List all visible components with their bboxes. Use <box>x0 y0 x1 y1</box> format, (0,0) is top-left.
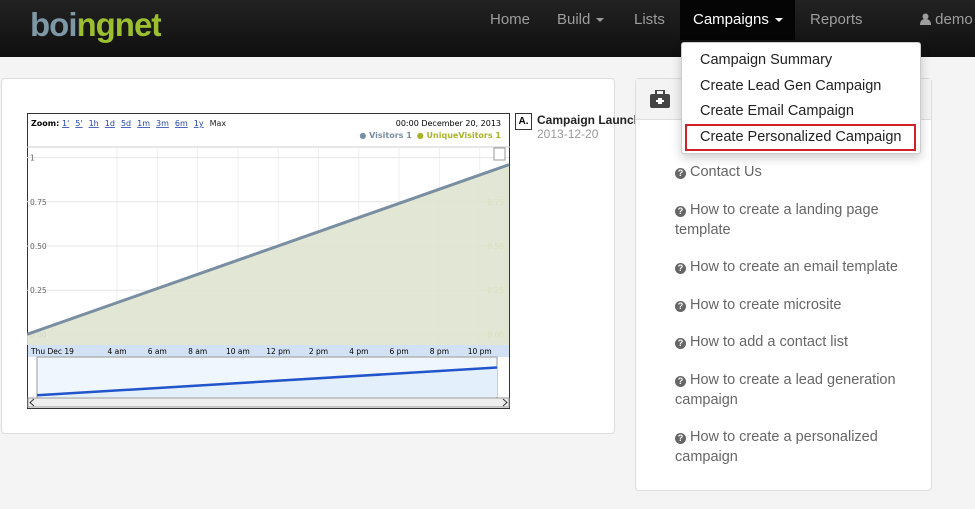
dropdown-item[interactable]: Campaign Summary <box>700 52 833 68</box>
help-text: How to add a contact list <box>690 334 848 350</box>
legend-entry[interactable]: UniqueVisitors 1 <box>427 131 502 140</box>
x-tick-label: 4 am <box>107 347 126 356</box>
y-tick-label: 0.50 <box>30 242 47 251</box>
x-tick-label: 6 pm <box>389 347 408 356</box>
help-text: How to create a landing page template <box>675 202 879 238</box>
nav-reports[interactable]: Reports <box>810 11 863 28</box>
nav-label: demo <box>935 11 973 28</box>
chart: Zoom: 1' 5' 1h 1d 5d 1m 3m 6m 1y Max 00:00 December… <box>27 113 510 409</box>
navigator-line <box>36 366 498 397</box>
flag-icon: A. <box>515 113 532 130</box>
x-tick-label: 10 pm <box>468 347 492 356</box>
help-icon: ? <box>675 338 686 349</box>
scroll-right[interactable] <box>502 398 508 407</box>
nav-label: Build <box>557 11 591 28</box>
highlight-box <box>685 124 916 151</box>
logo[interactable]: boingnet <box>30 6 162 43</box>
scroll-left[interactable] <box>29 398 35 407</box>
help-text: How to create microsite <box>690 297 842 313</box>
help-icon: ? <box>675 376 686 387</box>
zoom-option[interactable]: 1m <box>137 119 150 128</box>
nav-build[interactable]: Build <box>557 11 605 28</box>
legend-entry[interactable]: Visitors 1 <box>369 131 412 140</box>
nav-lists[interactable]: Lists <box>634 11 665 28</box>
x-axis-band <box>28 345 509 357</box>
help-link[interactable]: ? How to create a lead generation campaig… <box>675 370 915 410</box>
zoom-option[interactable]: 1' <box>62 119 69 128</box>
help-text: How to create a personalized campaign <box>675 429 878 465</box>
caret <box>596 18 605 23</box>
x-tick-label: 8 pm <box>430 347 449 356</box>
help-link[interactable]: ? How to create microsite <box>675 295 915 315</box>
nav-home[interactable]: Home <box>490 11 530 28</box>
dropdown-item[interactable]: Create Personalized Campaign <box>700 129 902 145</box>
zoom-option[interactable]: 5d <box>121 119 131 128</box>
nav-label: Lists <box>634 11 665 28</box>
help-link[interactable]: ? How to add a contact list <box>675 332 915 352</box>
reset-button[interactable] <box>493 147 506 161</box>
nav-label: Campaigns <box>693 11 769 28</box>
zoom-option[interactable]: 1y <box>194 119 204 128</box>
help-link[interactable]: ? How to create a personalized campaign <box>675 427 915 467</box>
help-text: How to create a lead generation campaign <box>675 372 896 408</box>
zoom-option: Max <box>210 119 227 128</box>
y-tick-label: 1 <box>30 154 35 163</box>
legend-marker: ● <box>359 131 369 140</box>
zoom-option[interactable]: 3m <box>156 119 169 128</box>
side-date: 2013-12-20 <box>537 127 599 141</box>
x-tick-label: 8 am <box>188 347 207 356</box>
help-link[interactable]: ? How to create an email template <box>675 257 915 277</box>
help-link[interactable]: ? Contact Us <box>675 162 915 182</box>
scrollbar[interactable] <box>27 397 510 408</box>
chart-date: 00:00 December 20, 2013 <box>396 119 501 128</box>
x-tick-label: Thu Dec 19 <box>30 347 74 356</box>
nav-label: Home <box>490 11 531 28</box>
y-tick-label: 0.75 <box>30 198 47 207</box>
briefcase-icon <box>650 90 670 108</box>
y-tick-label: 0.25 <box>30 286 47 295</box>
x-tick-label: 6 am <box>148 347 167 356</box>
x-tick-label: 12 pm <box>266 347 290 356</box>
x-tick-label: 4 pm <box>349 347 368 356</box>
help-icon: ? <box>675 301 686 312</box>
caret <box>774 18 783 23</box>
user-icon <box>920 13 931 25</box>
help-text: Contact Us <box>690 164 762 180</box>
zoom-option[interactable]: 1h <box>89 119 99 128</box>
nav-campaigns[interactable]: Campaigns <box>693 11 783 28</box>
dropdown-item[interactable]: Create Lead Gen Campaign <box>700 78 882 94</box>
legend: ● Visitors 1 ● UniqueVisitors 1 <box>359 131 501 140</box>
navbar: boingnet Home Build Lists Campaigns Repo… <box>0 0 975 57</box>
help-icon: ? <box>675 263 686 274</box>
help-icon: ? <box>675 433 686 444</box>
nav-label: Reports <box>810 11 863 28</box>
zoom-option[interactable]: 1d <box>105 119 115 128</box>
zoom-option[interactable]: 6m <box>175 119 188 128</box>
zoom-label: Zoom: <box>31 119 59 128</box>
line <box>27 163 510 336</box>
nav-user[interactable]: demo <box>920 11 973 28</box>
x-tick-label: 10 am <box>226 347 250 356</box>
help-text: How to create an email template <box>690 259 898 275</box>
side-label: Campaign Launch <box>537 113 642 127</box>
campaigns-dropdown: Campaign Summary Create Lead Gen Campaig… <box>681 42 921 154</box>
x-tick-label: 2 pm <box>309 347 328 356</box>
area <box>27 164 509 345</box>
help-icon: ? <box>675 168 686 179</box>
legend-marker: ● <box>417 131 427 140</box>
help-icon: ? <box>675 206 686 217</box>
help-link[interactable]: ? How to create a landing page template <box>675 200 915 240</box>
dropdown-item[interactable]: Create Email Campaign <box>700 103 854 119</box>
zoom-option[interactable]: 5' <box>75 119 82 128</box>
